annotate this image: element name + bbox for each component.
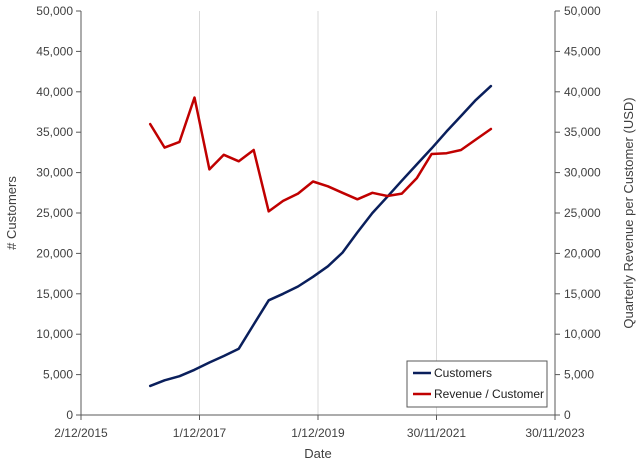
grid-lines — [199, 11, 437, 415]
y-axis-title: # Customers — [4, 176, 19, 250]
y-tick-label: 10,000 — [36, 327, 73, 341]
series-line-customers — [148, 84, 493, 388]
y2-tick-label: 40,000 — [564, 85, 601, 99]
x-tick-label: 30/11/2023 — [525, 426, 584, 440]
y2-tick-label: 20,000 — [564, 246, 601, 260]
y-tick-label: 5,000 — [43, 368, 73, 382]
y2-tick-label: 25,000 — [564, 206, 601, 220]
y2-tick-label: 45,000 — [564, 44, 601, 58]
x-tick-label: 30/11/2021 — [407, 426, 466, 440]
y-tick-label: 40,000 — [36, 85, 73, 99]
right-y-ticks: 0 5,000 10,000 15,000 20,000 25,000 30,000 35,0… — [555, 4, 601, 422]
y2-tick-label: 30,000 — [564, 166, 601, 180]
x-ticks: 2/12/2015 1/12/2017 1/12/2019 30/11/2021 30/… — [54, 415, 585, 440]
y2-axis-title: Quarterly Revenue per Customer (USD) — [621, 97, 636, 328]
y-tick-label: 20,000 — [36, 246, 73, 260]
y-tick-label: 25,000 — [36, 206, 73, 220]
legend-label-customers: Customers — [434, 366, 492, 380]
series-lines — [148, 84, 493, 388]
y2-tick-label: 0 — [564, 408, 571, 422]
y2-tick-label: 5,000 — [564, 368, 594, 382]
y-tick-label: 15,000 — [36, 287, 73, 301]
series-line-revenue-customer — [148, 96, 493, 213]
legend-box — [406, 360, 548, 408]
y-tick-label: 35,000 — [36, 125, 73, 139]
y-tick-label: 50,000 — [36, 4, 73, 18]
x-tick-label: 1/12/2019 — [291, 426, 345, 440]
legend: Customers Revenue / Customer — [406, 360, 548, 408]
y-tick-label: 0 — [66, 408, 73, 422]
y2-tick-label: 15,000 — [564, 287, 601, 301]
y-tick-label: 45,000 — [36, 44, 73, 58]
y2-tick-label: 10,000 — [564, 327, 601, 341]
x-axis-title: Date — [304, 446, 331, 461]
y2-tick-label: 50,000 — [564, 4, 601, 18]
left-y-ticks: 0 5,000 10,000 15,000 20,000 25,000 30,000 35,0… — [36, 4, 81, 422]
y2-tick-label: 35,000 — [564, 125, 601, 139]
legend-label-revenue-per-customer: Revenue / Customer — [434, 387, 544, 401]
y-tick-label: 30,000 — [36, 166, 73, 180]
x-tick-label: 2/12/2015 — [54, 426, 108, 440]
x-tick-label: 1/12/2017 — [173, 426, 227, 440]
